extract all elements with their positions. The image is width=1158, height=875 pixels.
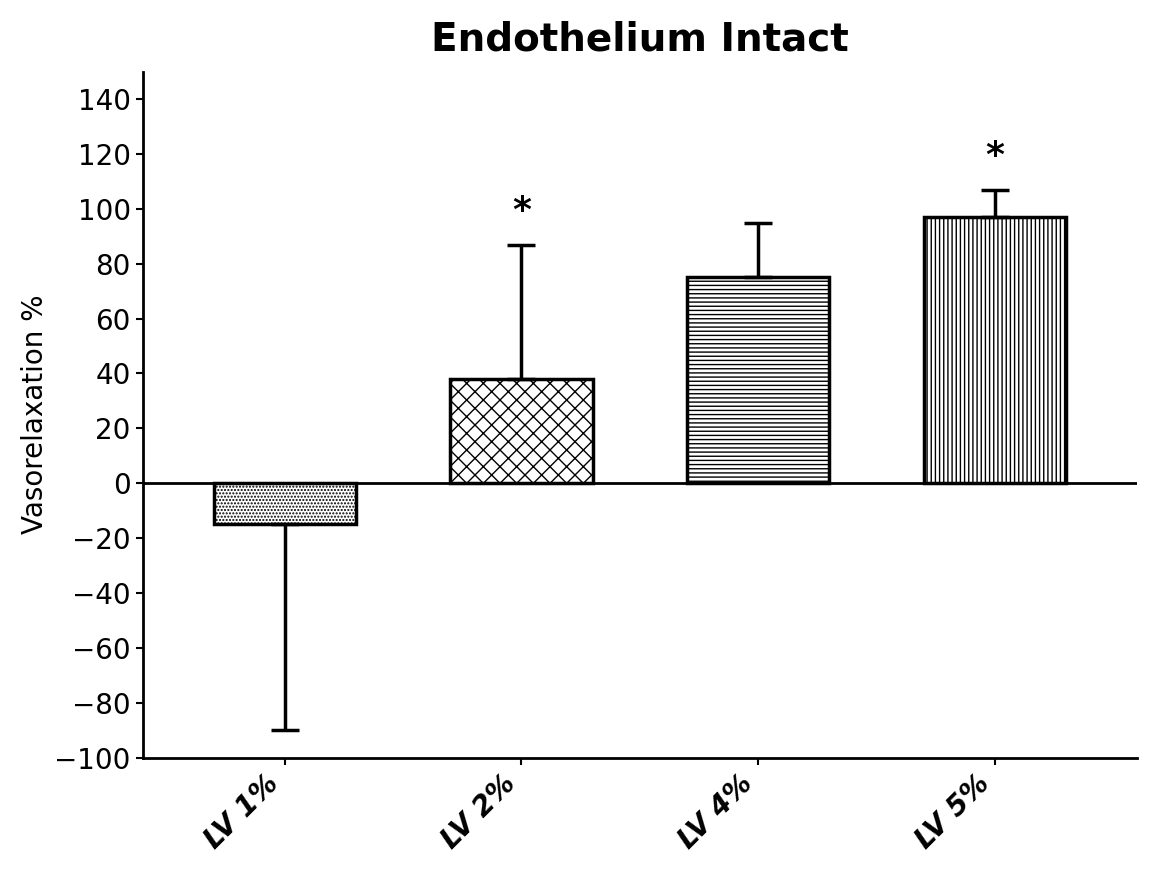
Title: Endothelium Intact: Endothelium Intact xyxy=(431,21,849,59)
Bar xyxy=(213,483,356,524)
Bar xyxy=(450,379,593,483)
Bar xyxy=(924,217,1067,483)
Text: *: * xyxy=(512,194,532,228)
Text: *: * xyxy=(985,139,1005,173)
Bar xyxy=(687,277,829,483)
Y-axis label: Vasorelaxation %: Vasorelaxation % xyxy=(21,295,49,535)
